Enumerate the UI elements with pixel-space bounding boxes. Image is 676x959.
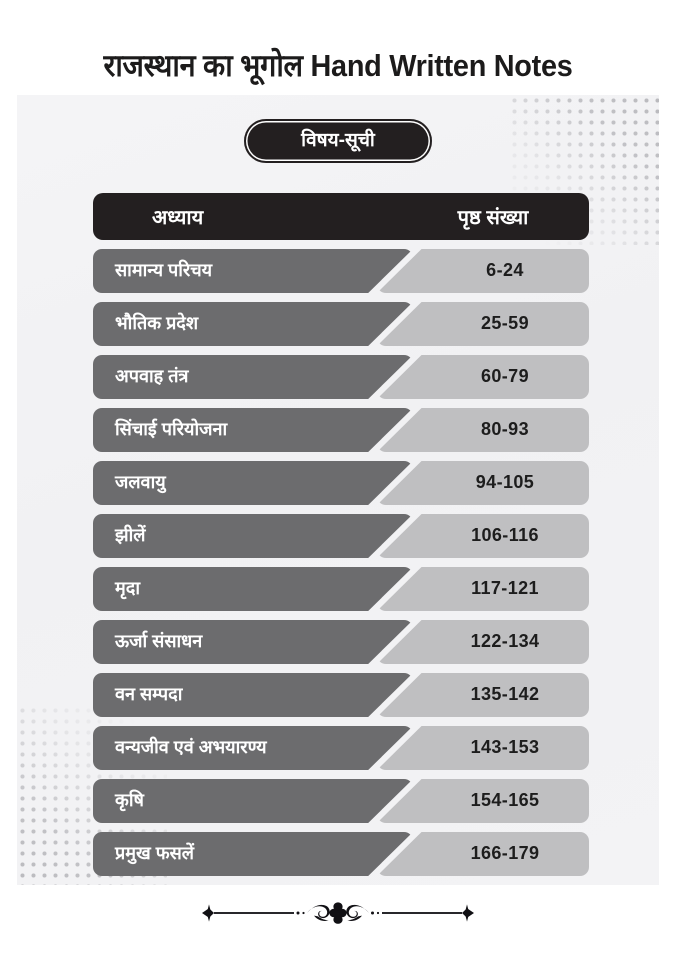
table-row[interactable]: जलवायु 94-105 bbox=[93, 461, 589, 505]
pages-label: 25-59 bbox=[480, 312, 530, 333]
row-chapter-cell: मृदा bbox=[93, 567, 413, 611]
contents-card: विषय-सूची अध्याय पृष्ठ संख्या सामान्य पर… bbox=[17, 95, 659, 885]
pages-label: 143-153 bbox=[470, 736, 540, 757]
chapter-label: कृषि bbox=[115, 790, 144, 810]
pages-label: 166-179 bbox=[470, 842, 540, 863]
chapter-label: सिंचाई परियोजना bbox=[115, 419, 228, 439]
pages-label: 122-134 bbox=[470, 630, 540, 651]
table-row[interactable]: ऊर्जा संसाधन 122-134 bbox=[93, 620, 589, 664]
table-row[interactable]: प्रमुख फसलें 166-179 bbox=[93, 832, 589, 876]
table-row[interactable]: मृदा 117-121 bbox=[93, 567, 589, 611]
contents-table: अध्याय पृष्ठ संख्या सामान्य परिचय 6-24 भ… bbox=[93, 193, 589, 876]
row-chapter-cell: कृषि bbox=[93, 779, 413, 823]
flourish-divider-ornament bbox=[202, 902, 474, 924]
pages-label: 135-142 bbox=[470, 683, 540, 704]
row-chapter-cell: जलवायु bbox=[93, 461, 413, 505]
page-title: राजस्थान का भूगोल Hand Written Notes bbox=[103, 48, 573, 83]
row-chapter-cell: अपवाह तंत्र bbox=[93, 355, 413, 399]
table-row[interactable]: सामान्य परिचय 6-24 bbox=[93, 249, 589, 293]
row-chapter-cell: वन्यजीव एवं अभयारण्य bbox=[93, 726, 413, 770]
row-chapter-cell: सिंचाई परियोजना bbox=[93, 408, 413, 452]
chapter-label: वन सम्पदा bbox=[115, 684, 183, 704]
row-pages-cell: 117-121 bbox=[377, 567, 589, 611]
table-row[interactable]: भौतिक प्रदेश 25-59 bbox=[93, 302, 589, 346]
row-pages-cell: 143-153 bbox=[377, 726, 589, 770]
row-pages-cell: 60-79 bbox=[377, 355, 589, 399]
pages-label: 154-165 bbox=[470, 789, 540, 810]
pages-label: 117-121 bbox=[471, 577, 539, 598]
chapter-label: वन्यजीव एवं अभयारण्य bbox=[115, 737, 267, 757]
row-pages-cell: 122-134 bbox=[377, 620, 589, 664]
pages-label: 80-93 bbox=[480, 418, 530, 439]
chapter-label: प्रमुख फसलें bbox=[115, 843, 194, 863]
row-pages-cell: 25-59 bbox=[377, 302, 589, 346]
row-chapter-cell: वन सम्पदा bbox=[93, 673, 413, 717]
row-chapter-cell: सामान्य परिचय bbox=[93, 249, 413, 293]
pages-label: 94-105 bbox=[475, 471, 535, 492]
table-row[interactable]: वन्यजीव एवं अभयारण्य 143-153 bbox=[93, 726, 589, 770]
chapter-label: जलवायु bbox=[115, 472, 166, 492]
pages-label: 106-116 bbox=[471, 524, 539, 545]
row-chapter-cell: भौतिक प्रदेश bbox=[93, 302, 413, 346]
row-chapter-cell: ऊर्जा संसाधन bbox=[93, 620, 413, 664]
row-chapter-cell: प्रमुख फसलें bbox=[93, 832, 413, 876]
table-row[interactable]: कृषि 154-165 bbox=[93, 779, 589, 823]
chapter-label: अपवाह तंत्र bbox=[115, 366, 189, 386]
column-header-chapter: अध्याय bbox=[152, 207, 204, 229]
row-pages-cell: 80-93 bbox=[377, 408, 589, 452]
row-pages-cell: 94-105 bbox=[377, 461, 589, 505]
badge-label: विषय-सूची bbox=[301, 129, 375, 151]
table-row[interactable]: सिंचाई परियोजना 80-93 bbox=[93, 408, 589, 452]
chapter-label: भौतिक प्रदेश bbox=[115, 313, 199, 333]
pages-label: 60-79 bbox=[480, 365, 530, 386]
column-header-page-number: पृष्ठ संख्या bbox=[457, 207, 529, 229]
row-chapter-cell: झीलें bbox=[93, 514, 413, 558]
table-row[interactable]: अपवाह तंत्र 60-79 bbox=[93, 355, 589, 399]
table-row[interactable]: झीलें 106-116 bbox=[93, 514, 589, 558]
pages-label: 6-24 bbox=[486, 259, 524, 280]
row-pages-cell: 106-116 bbox=[377, 514, 589, 558]
chapter-label: मृदा bbox=[115, 578, 140, 598]
chapter-label: झीलें bbox=[115, 525, 146, 545]
chapter-label: सामान्य परिचय bbox=[115, 260, 213, 280]
chapter-label: ऊर्जा संसाधन bbox=[115, 631, 203, 651]
row-pages-cell: 6-24 bbox=[377, 249, 589, 293]
row-pages-cell: 135-142 bbox=[377, 673, 589, 717]
table-of-contents-badge: विषय-सूची bbox=[244, 119, 432, 163]
row-pages-cell: 154-165 bbox=[377, 779, 589, 823]
row-pages-cell: 166-179 bbox=[377, 832, 589, 876]
table-header-row: अध्याय पृष्ठ संख्या bbox=[93, 193, 589, 240]
table-row[interactable]: वन सम्पदा 135-142 bbox=[93, 673, 589, 717]
